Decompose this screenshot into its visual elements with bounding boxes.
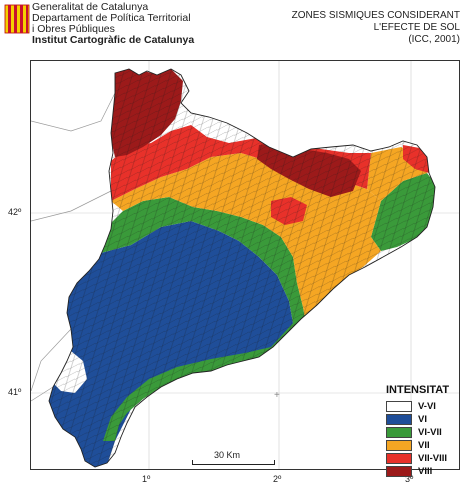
legend-swatch [386, 453, 412, 464]
institute-name: Institut Cartogràfic de Catalunya [32, 34, 195, 46]
legend-swatch [386, 440, 412, 451]
legend-swatch [386, 427, 412, 438]
legend-swatch [386, 401, 412, 412]
legend-item: VII [386, 439, 466, 452]
legend-item: V-VI [386, 400, 466, 413]
map-frame: + + [30, 60, 460, 470]
org-line-1: Generalitat de Catalunya [32, 1, 149, 13]
legend-item: VIII [386, 465, 466, 478]
org-line-3: i Obres Públiques [32, 23, 115, 35]
legend-swatch [386, 466, 412, 477]
legend-item: VI-VII [386, 426, 466, 439]
map-header: Generalitat de Catalunya Departament de … [0, 0, 470, 60]
legend-swatch [386, 414, 412, 425]
scale-label: 30 Km [214, 450, 241, 460]
latitude-tick-42: 42º [8, 207, 22, 217]
generalitat-logo-icon [4, 4, 30, 34]
legend-label: VII [418, 440, 430, 451]
latitude-tick-41: 41º [8, 387, 22, 397]
legend-label: V-VI [418, 401, 436, 412]
longitude-tick-2: 2º [273, 474, 282, 484]
scale-tick [274, 460, 275, 465]
scale-tick [192, 460, 193, 465]
legend-item: VI [386, 413, 466, 426]
legend-label: VI-VII [418, 427, 442, 438]
intensity-legend: INTENSITAT V-VI VI VI-VII VII VII-VIII V… [386, 384, 466, 478]
map-title-line-1: ZONES SISMIQUES CONSIDERANT [291, 10, 460, 21]
scale-bar: 30 Km [190, 450, 290, 470]
seismic-zone-map: + + [31, 61, 459, 469]
longitude-tick-3: 3º [405, 474, 414, 484]
legend-label: VII-VIII [418, 453, 448, 464]
map-title-line-2: L'EFECTE DE SOL [373, 22, 460, 33]
legend-label: VI [418, 414, 427, 425]
svg-text:+: + [274, 390, 280, 401]
legend-title: INTENSITAT [386, 384, 450, 396]
neighbour-borders [31, 92, 116, 402]
legend-item: VII-VIII [386, 452, 466, 465]
org-line-2: Departament de Política Territorial [32, 12, 191, 24]
longitude-tick-1: 1º [142, 474, 151, 484]
legend-label: VIII [418, 466, 433, 477]
map-title-line-3: (ICC, 2001) [408, 34, 460, 45]
scale-line [192, 464, 274, 465]
